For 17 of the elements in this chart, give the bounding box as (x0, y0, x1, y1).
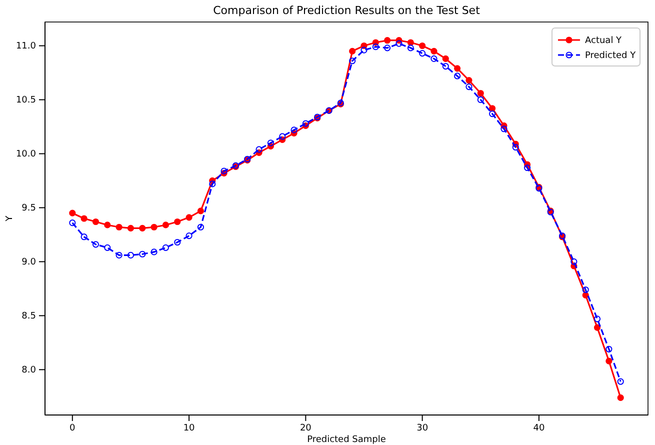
x-tick-label: 20 (300, 423, 312, 434)
x-tick-label: 40 (533, 423, 545, 434)
y-tick-label: 8.5 (22, 312, 36, 322)
y-tick-label: 9.0 (22, 258, 36, 268)
y-axis-title: Y (5, 215, 15, 222)
y-tick-label: 8.0 (22, 366, 36, 376)
y-tick-label: 9.5 (22, 204, 36, 214)
y-tick-label: 10.0 (16, 150, 36, 160)
legend-label: Actual Y (585, 36, 622, 46)
chart-title: Comparison of Prediction Results on the Test Set (213, 4, 481, 17)
y-tick-label: 11.0 (16, 42, 36, 52)
x-tick-label: 10 (183, 423, 196, 434)
x-axis-title: Predicted Sample (307, 435, 386, 445)
legend-label: Predicted Y (585, 51, 636, 61)
x-tick-label: 0 (70, 423, 76, 434)
y-tick-label: 10.5 (16, 96, 36, 106)
x-tick-label: 30 (416, 423, 428, 434)
